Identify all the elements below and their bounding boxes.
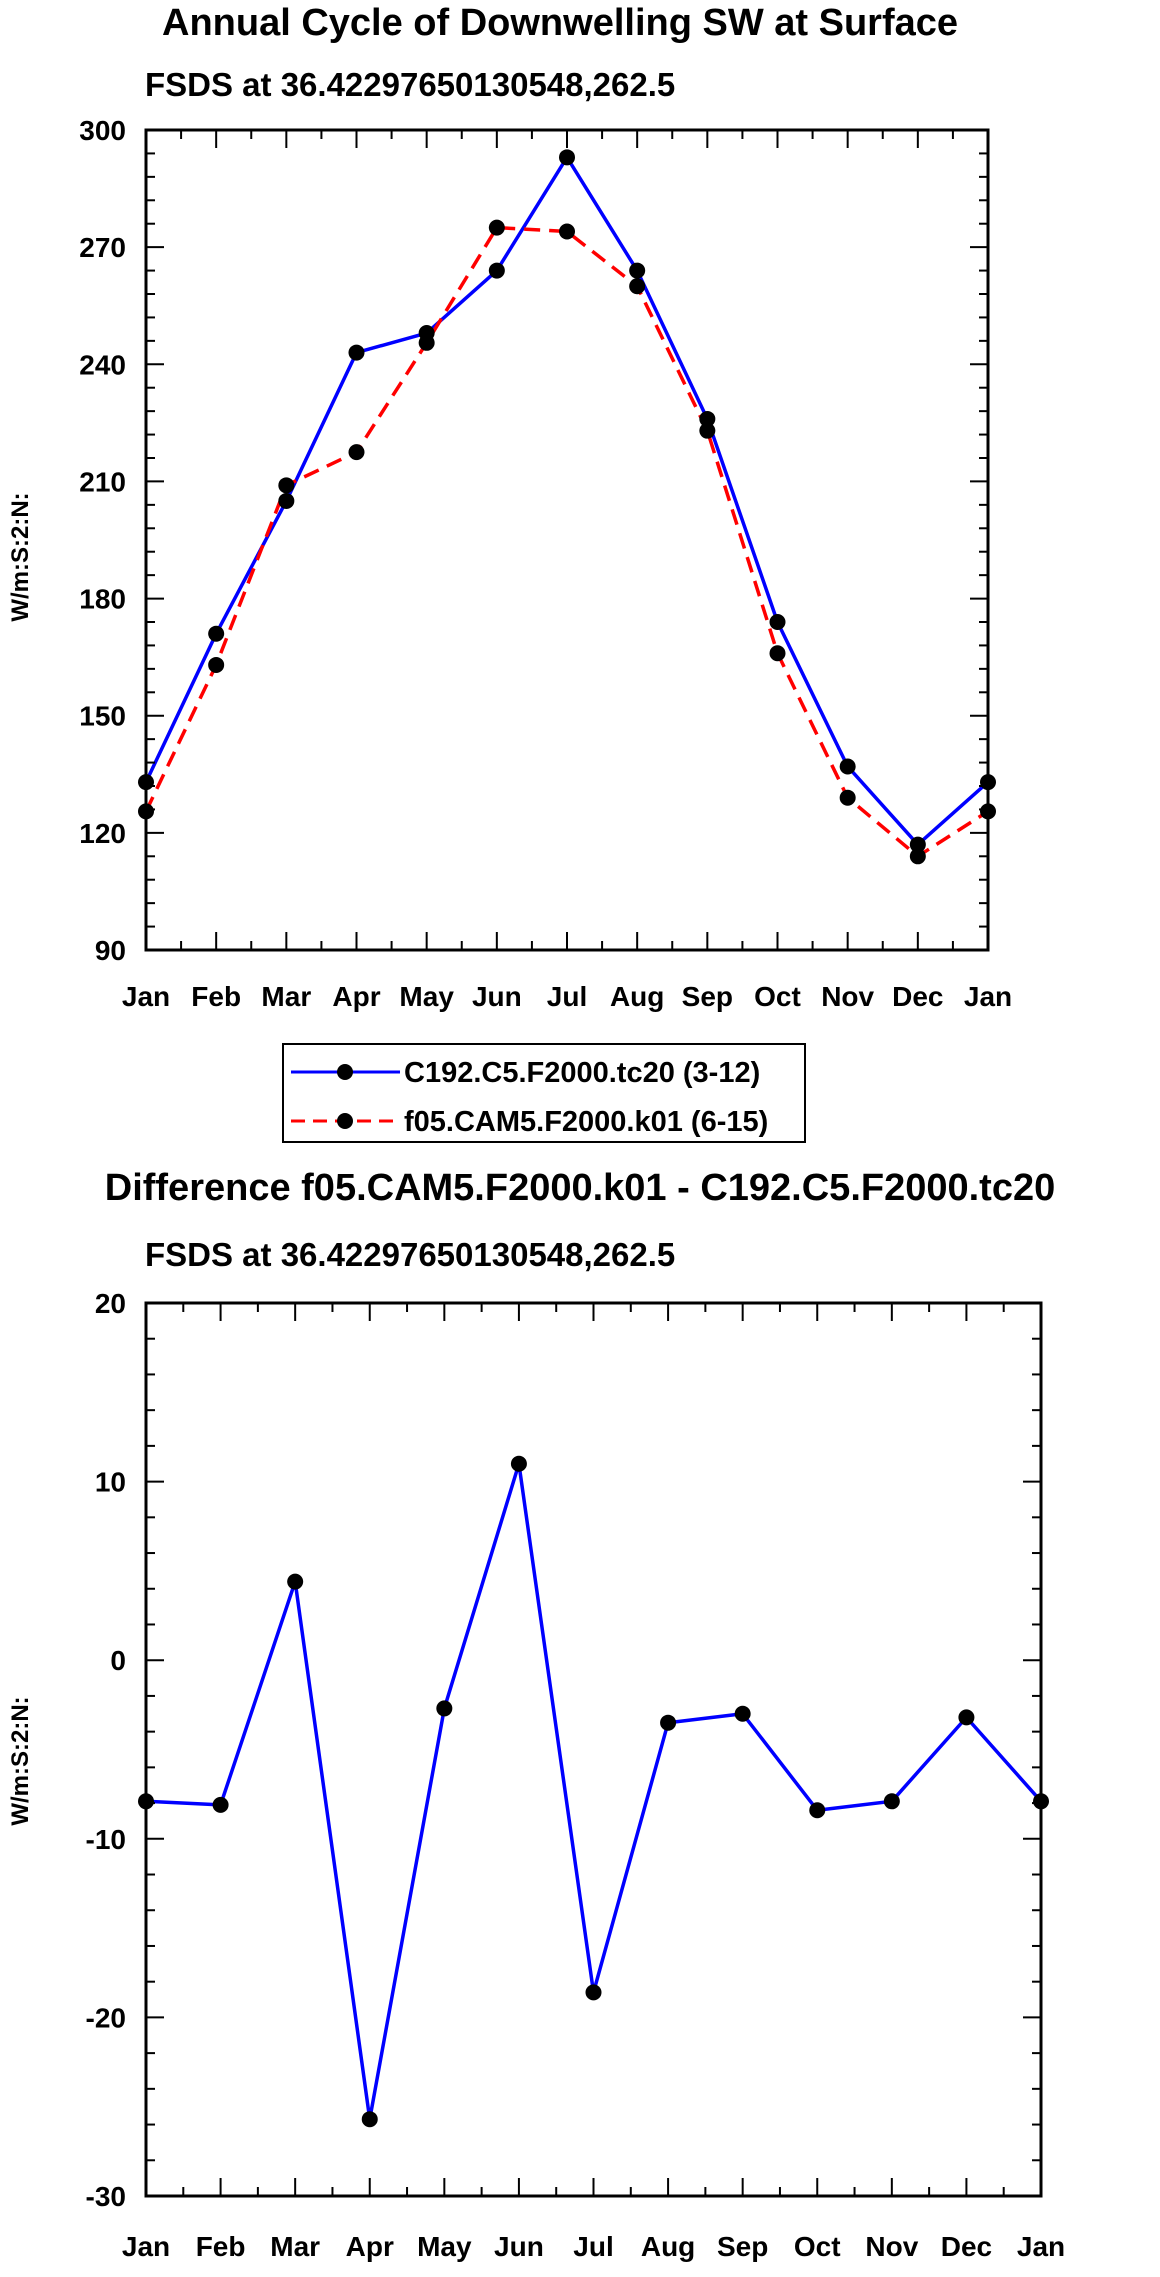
chart2-x-tick-label: Jul — [573, 2231, 613, 2262]
chart1-y-tick-label: 120 — [79, 818, 126, 849]
chart2-x-tick-label: Mar — [270, 2231, 320, 2262]
chart2-x-tick-label: Feb — [196, 2231, 246, 2262]
chart1-plot-frame — [144, 128, 990, 952]
chart1-series-2-point — [559, 223, 575, 240]
chart2-series-1-point — [287, 1573, 304, 1590]
chart1-series-1-point — [629, 262, 646, 279]
chart1-x-tick-label: Mar — [261, 981, 311, 1012]
chart2-title: Difference f05.CAM5.F2000.k01 - C192.C5.… — [105, 1167, 1055, 1209]
chart2-x-tick-label: Oct — [794, 2231, 841, 2262]
chart1-y-tick-label: 180 — [79, 584, 126, 615]
chart1-series-1-point — [769, 614, 786, 630]
chart1-series-1-point — [699, 410, 716, 427]
chart1-series-2-point — [909, 848, 926, 865]
chart1-y-axis-label: W/m:S:2:N: — [7, 492, 34, 621]
chart1-series-1-point — [488, 262, 505, 279]
chart2-series-1-point — [958, 1709, 975, 1726]
chart1-x-tick-label: May — [399, 981, 454, 1012]
chart2-y-axis-label: W/m:S:2:N: — [7, 1696, 34, 1825]
chart2-y-tick-label: -10 — [86, 1824, 126, 1855]
chart1-subtitle: FSDS at 36.42297650130548,262.5 — [145, 66, 675, 103]
chart1-title: Annual Cycle of Downwelling SW at Surfac… — [162, 2, 958, 44]
chart1-series-1-point — [208, 625, 225, 642]
chart2-x-tick-label: Dec — [941, 2231, 992, 2262]
chart1-series-2-point — [699, 422, 716, 439]
chart2-series-1-point — [660, 1714, 677, 1731]
chart2-y-tick-label: -20 — [86, 2002, 126, 2033]
chart1-x-tick-label: Jan — [964, 981, 1012, 1012]
chart1-series-1-point — [348, 344, 365, 361]
chart2-series-1-point — [883, 1793, 900, 1810]
chart1-y-tick-label: 150 — [79, 701, 126, 732]
legend-frame — [282, 1043, 806, 1143]
chart2-series-1-point — [361, 2111, 378, 2128]
chart1-series-1-point — [909, 836, 926, 853]
chart1-x-tick-label: Nov — [821, 981, 874, 1012]
chart2-series-1-point — [212, 1796, 229, 1813]
chart1-series-1-point — [839, 758, 856, 775]
chart2-x-tick-label: Apr — [346, 2231, 394, 2262]
chart2-x-tick-label: Jun — [494, 2231, 544, 2262]
chart2-y-tick-label: -30 — [86, 2181, 126, 2212]
legend-label-series-2: f05.CAM5.F2000.k01 (6-15) — [404, 1106, 768, 1138]
legend-label-series-1: C192.C5.F2000.tc20 (3-12) — [404, 1057, 760, 1089]
chart2-x-tick-label: Jan — [1017, 2231, 1065, 2262]
chart2-series-1-point — [809, 1802, 826, 1819]
legend-item-series-2: f05.CAM5.F2000.k01 (6-15) — [291, 1106, 768, 1138]
chart1-y-tick-label: 270 — [79, 232, 126, 263]
difference-chart: Difference f05.CAM5.F2000.k01 - C192.C5.… — [7, 1167, 1065, 2262]
chart2-plot-frame — [144, 1301, 1043, 2198]
chart1-series-1-point — [278, 492, 295, 509]
chart1-series-2-point — [839, 789, 856, 806]
annual-cycle-chart: Annual Cycle of Downwelling SW at Surfac… — [7, 2, 1012, 1012]
chart1-y-tick-label: 300 — [79, 115, 126, 146]
chart2-x-tick-label: May — [417, 2231, 472, 2262]
chart2-x-tick-label: Jan — [122, 2231, 170, 2262]
chart1-x-tick-label: Jun — [472, 981, 522, 1012]
chart1-y-tick-label: 240 — [79, 349, 126, 380]
chart1-x-tick-label: Dec — [892, 981, 943, 1012]
chart2-series-line-1 — [145, 1461, 1043, 2121]
chart1-x-tick-label: Aug — [610, 981, 664, 1012]
chart1-legend: C192.C5.F2000.tc20 (3-12) f05.CAM5.F2000… — [282, 1043, 806, 1143]
chart2-series-1-point — [734, 1705, 751, 1722]
chart1-x-tick-label: Jan — [122, 981, 170, 1012]
chart1-x-tick-label: Feb — [191, 981, 241, 1012]
chart1-series-line-1 — [144, 155, 990, 847]
chart1-x-tick-label: Apr — [332, 981, 380, 1012]
chart2-y-tick-label: 10 — [95, 1467, 126, 1498]
chart1-series-2-point — [418, 334, 435, 351]
chart2-y-tick-label: 0 — [110, 1645, 126, 1676]
chart2-subtitle: FSDS at 36.42297650130548,262.5 — [145, 1236, 675, 1273]
chart2-x-tick-label: Aug — [641, 2231, 695, 2262]
legend-marker-series-1 — [337, 1064, 353, 1080]
chart1-series-2-point — [278, 477, 295, 494]
chart1-series-2-point — [629, 278, 646, 295]
chart1-series-2-point — [769, 645, 786, 662]
chart1-y-tick-label: 210 — [79, 466, 126, 497]
chart1-y-tick-label: 90 — [95, 935, 126, 966]
chart1-series-2-point — [348, 444, 365, 461]
chart1-x-tick-label: Sep — [682, 981, 733, 1012]
chart2-series-1-point — [436, 1700, 453, 1717]
chart1-series-1-point — [559, 149, 575, 166]
chart2-series-1-point — [510, 1455, 527, 1472]
chart2-x-tick-label: Nov — [865, 2231, 918, 2262]
chart1-series-2-point — [208, 656, 225, 673]
chart1-x-tick-label: Oct — [754, 981, 801, 1012]
chart1-series-2-point — [488, 219, 505, 236]
chart1-x-tick-label: Jul — [547, 981, 587, 1012]
legend-marker-series-2 — [337, 1113, 353, 1129]
chart1-series-line-2 — [144, 225, 989, 859]
chart2-y-tick-label: 20 — [95, 1288, 126, 1319]
chart2-x-tick-label: Sep — [717, 2231, 768, 2262]
chart2-series-1-point — [585, 1984, 602, 2001]
legend-item-series-1: C192.C5.F2000.tc20 (3-12) — [291, 1057, 760, 1089]
